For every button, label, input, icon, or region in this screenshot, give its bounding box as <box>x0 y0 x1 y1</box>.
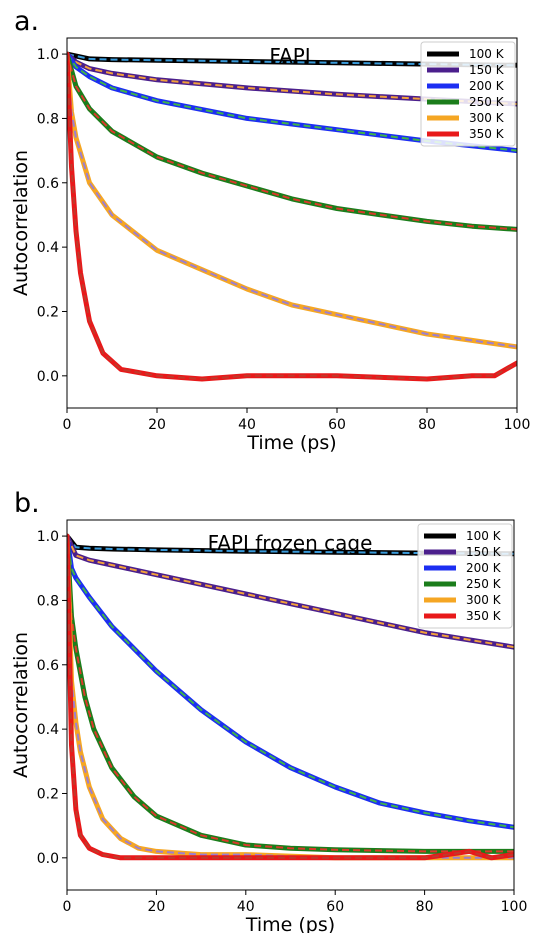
legend-label: 300 K <box>466 593 502 607</box>
fit-line-200k <box>67 53 517 152</box>
y-tick-label: 0.8 <box>37 111 59 127</box>
x-tick-label: 60 <box>326 899 344 915</box>
legend-label: 350 K <box>469 127 505 141</box>
y-axis-label: Autocorrelation <box>10 150 32 296</box>
panel-letter: a. <box>14 6 39 37</box>
fit-line-350k <box>67 536 514 859</box>
fit-line-100k <box>67 535 514 555</box>
legend-label: 250 K <box>466 577 502 591</box>
x-axis-label: Time (ps) <box>246 432 336 454</box>
legend-label: 250 K <box>469 95 505 109</box>
y-tick-label: 1.0 <box>37 529 59 545</box>
x-axis-label: Time (ps) <box>245 914 335 933</box>
fit-line-350k <box>67 54 517 381</box>
legend-label: 100 K <box>466 529 502 543</box>
chart-panel-2: b. 0 20 40 60 80 100 0.0 0.2 0.4 0.6 0.8 1.0 Time (ps… <box>10 488 527 933</box>
x-tick-label: 40 <box>238 417 256 433</box>
x-tick-label: 20 <box>147 899 165 915</box>
y-tick-label: 0.6 <box>37 176 59 192</box>
fit-line-200k <box>67 535 514 829</box>
x-tick-label: 100 <box>501 899 528 915</box>
legend-label: 200 K <box>466 561 502 575</box>
fit-line-250k <box>67 536 514 853</box>
legend: 100 K 150 K 200 K 250 K 300 K 350 K <box>417 523 513 629</box>
y-tick-label: 0.8 <box>37 593 59 609</box>
x-tick-label: 60 <box>328 417 346 433</box>
fit-line-300k <box>67 54 517 348</box>
y-tick-label: 0.2 <box>37 786 59 802</box>
plot-area <box>67 533 514 861</box>
x-tick-label: 40 <box>237 899 255 915</box>
legend-label: 150 K <box>466 545 502 559</box>
y-tick-label: 0.6 <box>37 658 59 674</box>
legend-label: 350 K <box>466 609 502 623</box>
legend-label: 300 K <box>469 111 505 125</box>
y-tick-label: 0.4 <box>37 240 59 256</box>
x-tick-label: 0 <box>63 417 72 433</box>
chart-title: FAPI frozen cage <box>208 531 373 555</box>
legend-label: 150 K <box>469 63 505 77</box>
fit-line-300k <box>67 536 514 859</box>
y-tick-label: 0.4 <box>37 722 59 738</box>
x-tick-label: 20 <box>148 417 166 433</box>
fit-line-150k <box>67 535 514 649</box>
fit-line-100k <box>67 53 517 67</box>
y-tick-label: 1.0 <box>37 47 59 63</box>
y-tick-label: 0.0 <box>37 851 59 867</box>
axes-frame <box>66 37 518 409</box>
plot-area <box>67 51 517 382</box>
x-tick-label: 100 <box>504 417 531 433</box>
x-tick-label: 0 <box>63 899 72 915</box>
axes-frame <box>66 519 515 891</box>
chart-panel-1: a. 0 20 40 60 80 100 0.0 0.2 0.4 0.6 0.8 1.0 Time (ps… <box>10 6 530 454</box>
legend-label: 100 K <box>469 47 505 61</box>
chart-title: FAPI <box>269 44 310 68</box>
fit-line-250k <box>67 53 517 231</box>
x-tick-label: 80 <box>418 417 436 433</box>
y-axis-label: Autocorrelation <box>10 632 32 778</box>
x-tick-label: 80 <box>416 899 434 915</box>
legend-label: 200 K <box>469 79 505 93</box>
panel-letter: b. <box>14 488 40 519</box>
y-tick-label: 0.2 <box>37 304 59 320</box>
fit-line-150k <box>67 53 517 105</box>
legend: 100 K 150 K 200 K 250 K 300 K 350 K <box>420 41 516 147</box>
y-tick-label: 0.0 <box>37 369 59 385</box>
